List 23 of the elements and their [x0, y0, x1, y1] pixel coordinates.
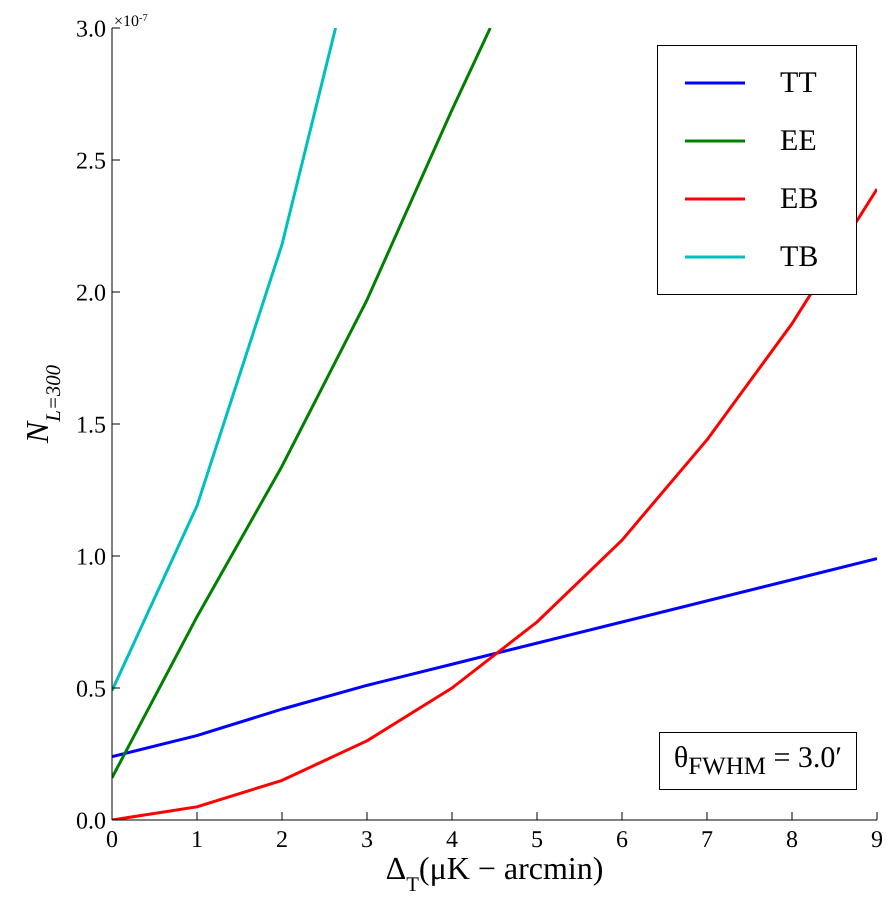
legend-label: EB	[780, 182, 818, 216]
x-tick-label: 3	[361, 827, 373, 854]
legend-label: TB	[780, 240, 818, 274]
x-tick-label: 1	[191, 827, 203, 854]
y-tick-label: 1.5	[76, 412, 106, 439]
y-tick-label: 3.0	[76, 16, 106, 43]
x-tick-label: 2	[276, 827, 288, 854]
annotation: θ$_{FWHM}$ = 3.0′	[658, 732, 857, 790]
line-series	[112, 28, 338, 692]
annotation: ×10$^{-7}$	[114, 12, 148, 30]
x-tick-label: 6	[616, 827, 628, 854]
x-tick-label: 7	[701, 827, 713, 854]
y-tick-label: 1.0	[76, 544, 106, 571]
y-tick-label: 2.5	[76, 148, 106, 175]
x-tick-label: 8	[786, 827, 798, 854]
x-tick-label: 9	[871, 827, 883, 854]
y-tick-label: 2.0	[76, 280, 106, 307]
legend-label: EE	[780, 124, 817, 158]
x-tick-label: 0	[106, 827, 118, 854]
line-series	[112, 28, 492, 780]
legend-label: TT	[780, 66, 817, 100]
y-tick-label: 0.5	[76, 676, 106, 703]
y-tick-label: 0.0	[76, 808, 106, 835]
